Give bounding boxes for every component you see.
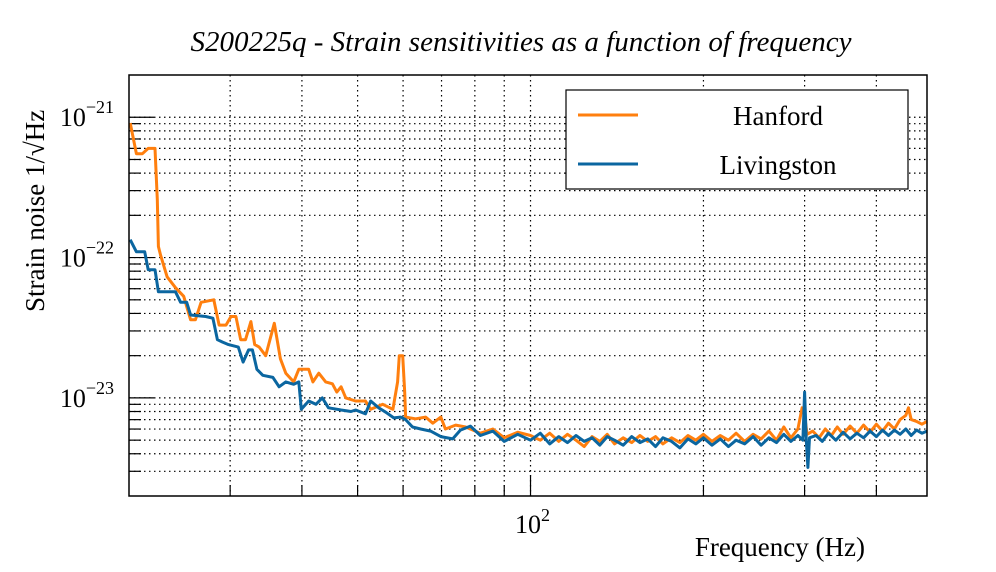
chart-title: S200225q - Strain sensitivities as a fun… <box>190 26 851 58</box>
tick-labels: 102 10−21 10−22 10−23 <box>60 97 550 539</box>
y-tick-label: 10−22 <box>60 238 114 273</box>
series-line-livingston <box>128 239 928 469</box>
legend: Hanford Livingston <box>565 89 909 190</box>
legend-label-livingston: Livingston <box>719 150 837 180</box>
y-tick-label: 10−21 <box>60 97 114 132</box>
series-group <box>128 122 928 469</box>
plot-frame <box>128 74 928 497</box>
legend-box <box>565 89 909 190</box>
x-axis-label: Frequency (Hz) <box>695 532 865 562</box>
y-tick-label: 10−23 <box>60 378 114 413</box>
y-axis-label: Strain noise 1/√Hz <box>20 110 50 312</box>
x-tick-label: 102 <box>515 505 550 539</box>
legend-label-hanford: Hanford <box>733 101 823 131</box>
